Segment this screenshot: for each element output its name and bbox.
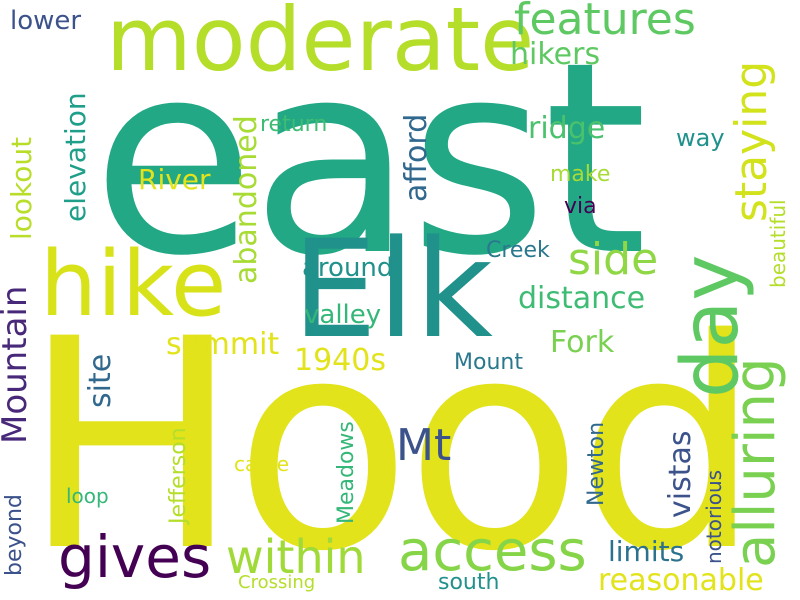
word-staying: staying — [726, 60, 777, 222]
word-return: return — [260, 112, 328, 137]
word-crossing: Crossing — [238, 572, 316, 593]
word-features: features — [514, 0, 696, 45]
word-gives: gives — [58, 523, 212, 591]
word-east: east — [92, 6, 647, 314]
word-ridge: ridge — [528, 111, 606, 146]
word-river: River — [138, 163, 211, 196]
word-elk: Elk — [292, 211, 493, 368]
word-beautiful: beautiful — [766, 199, 790, 288]
word-mount: Mount — [454, 350, 523, 375]
word-vistas: vistas — [663, 430, 698, 519]
word-south: south — [438, 570, 500, 595]
word-alluring: alluring — [723, 357, 788, 568]
word-summit: summit — [166, 327, 280, 362]
word-jefferson: Jefferson — [166, 427, 191, 524]
word-abandoned: abandoned — [229, 115, 264, 284]
word-meadows: Meadows — [334, 421, 359, 524]
word-fork: Fork — [550, 325, 615, 360]
word-via: via — [564, 194, 597, 219]
word-side: side — [568, 234, 659, 285]
word-beyond: beyond — [2, 494, 27, 576]
word-around: around — [302, 253, 394, 283]
word-make: make — [550, 162, 611, 187]
word-mt: Mt — [396, 420, 452, 471]
word-distance: distance — [518, 281, 646, 316]
word-reasonable: reasonable — [598, 563, 764, 598]
word-hikers: hikers — [510, 37, 601, 72]
word-site: site — [83, 353, 118, 408]
word-hood: Hood — [22, 278, 761, 600]
word-elevation: elevation — [59, 92, 92, 222]
word-valley: valley — [304, 300, 382, 330]
word-lower: lower — [10, 6, 82, 36]
word-creek: Creek — [486, 238, 550, 263]
word-hike: hike — [40, 232, 227, 337]
word-newton: Newton — [584, 421, 609, 506]
word-within: within — [226, 530, 366, 584]
word-afford: afford — [399, 113, 434, 202]
word-mountain: Mountain — [0, 285, 35, 444]
word-1940s: 1940s — [294, 343, 386, 378]
word-loop: loop — [66, 484, 109, 508]
word-notorious: notorious — [702, 469, 726, 564]
word-way: way — [676, 124, 725, 152]
word-access: access — [398, 519, 587, 584]
word-came: came — [234, 452, 290, 476]
word-limits: limits — [608, 535, 685, 568]
word-lookout: lookout — [5, 136, 38, 240]
word-moderate: moderate — [106, 0, 535, 91]
